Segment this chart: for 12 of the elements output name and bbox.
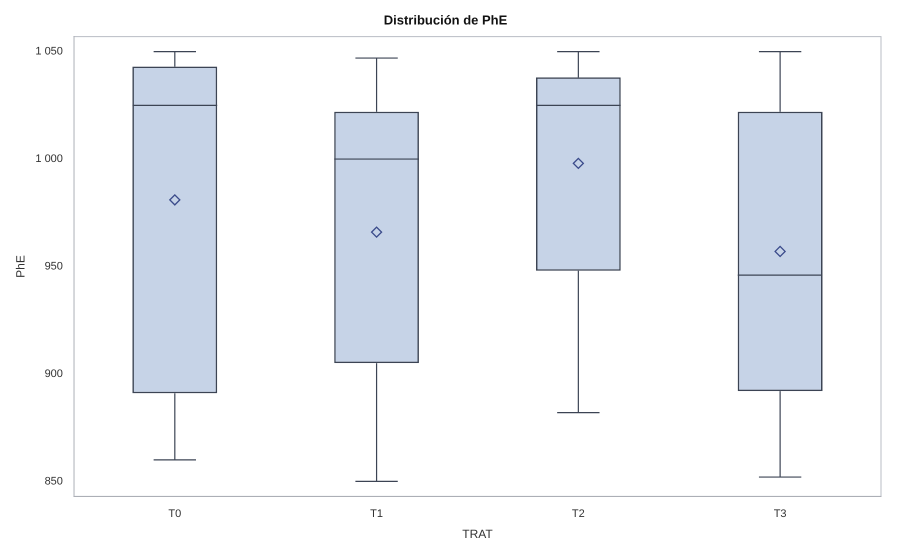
y-tick-label: 950 (44, 260, 63, 273)
x-axis-title: TRAT (462, 527, 494, 542)
y-tick-label: 850 (44, 475, 63, 488)
x-tick-label: T0 (168, 508, 182, 520)
x-tick-label: T3 (774, 508, 787, 520)
y-tick-label: 1 050 (35, 46, 63, 58)
y-tick-label: 900 (44, 368, 63, 380)
y-tick-label: 1 000 (35, 153, 63, 166)
y-axis-title: PhE (14, 255, 28, 278)
x-tick-label: T1 (370, 508, 383, 520)
x-tick-label: T2 (572, 508, 585, 520)
chart-title: Distribución de PhE (384, 12, 508, 28)
